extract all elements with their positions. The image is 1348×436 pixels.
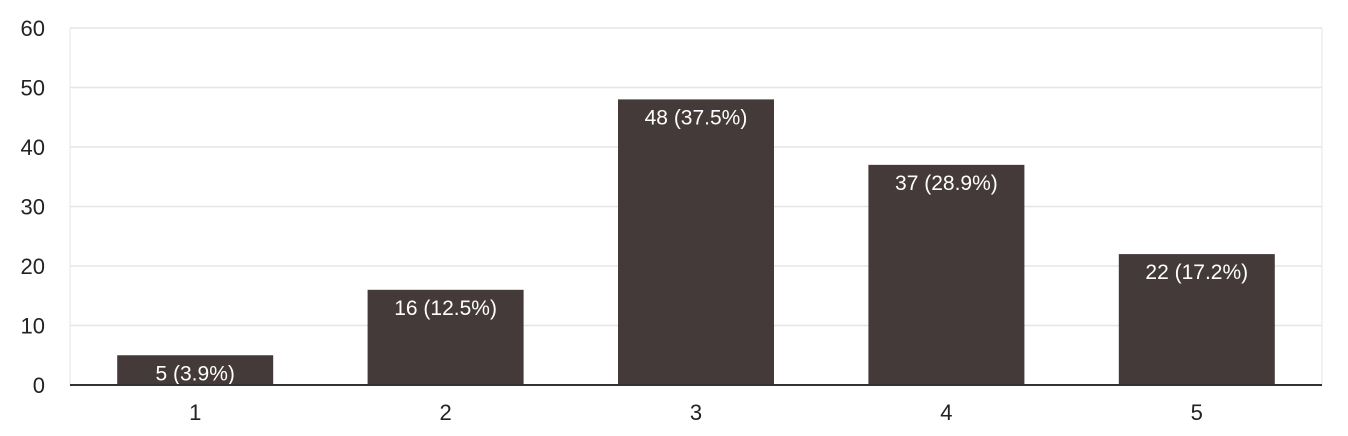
- y-tick-label: 30: [21, 195, 45, 220]
- x-tick-label: 1: [189, 400, 201, 425]
- data-label: 37 (28.9%): [895, 172, 998, 195]
- x-tick-label: 5: [1191, 400, 1203, 425]
- data-label: 22 (17.2%): [1145, 261, 1248, 284]
- bars: 5 (3.9%) 16 (12.5%) 48 (37.5%) 37 (28.9%) 22…: [117, 99, 1275, 385]
- y-tick-label: 60: [21, 16, 45, 41]
- bar: [1118, 254, 1275, 385]
- x-tick-label: 3: [690, 400, 702, 425]
- bar: [618, 99, 774, 386]
- data-label: 48 (37.5%): [645, 106, 748, 129]
- bar: [868, 164, 1025, 385]
- bar: [367, 289, 524, 385]
- bar: [117, 355, 274, 385]
- x-axis: 1 2 3 4 5: [70, 384, 1322, 425]
- y-tick-label: 0: [33, 373, 45, 398]
- data-label: 5 (3.9%): [156, 362, 235, 385]
- x-tick-label: 4: [940, 400, 952, 425]
- y-tick-label: 10: [21, 314, 45, 339]
- x-tick-label: 2: [439, 400, 451, 425]
- y-axis: 0 10 20 30 40 50 60: [21, 16, 45, 398]
- y-tick-label: 20: [21, 254, 45, 279]
- y-tick-label: 50: [21, 76, 45, 101]
- y-tick-label: 40: [21, 135, 45, 160]
- data-label: 16 (12.5%): [394, 297, 497, 320]
